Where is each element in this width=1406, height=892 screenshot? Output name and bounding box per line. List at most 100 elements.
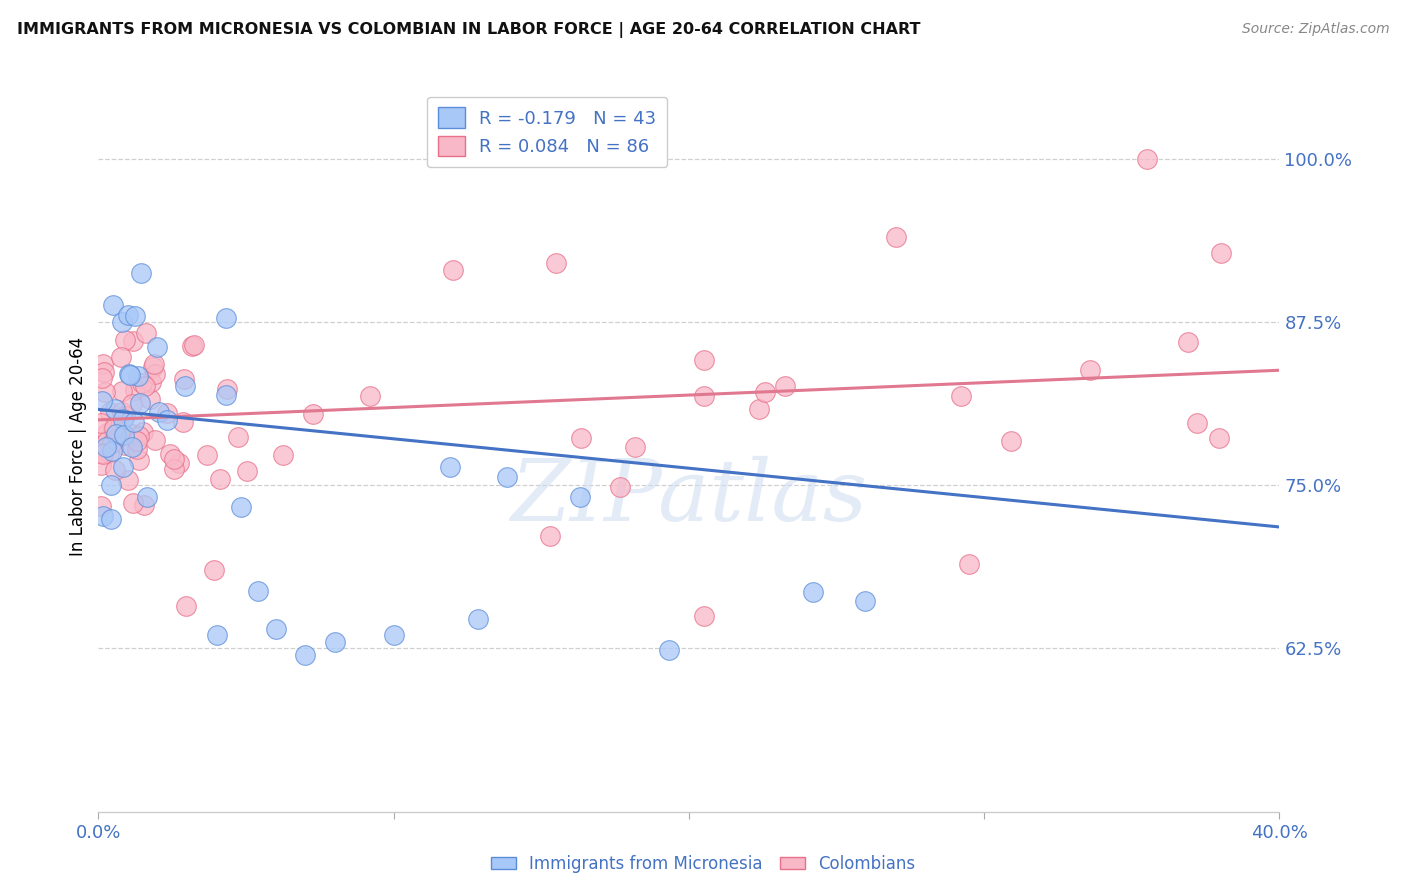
Point (97, 446, 120, 460)
Point (382, 628, 405, 642)
Point (121, 440, 143, 454)
Point (156, 406, 179, 420)
Point (105, 427, 128, 442)
Point (129, 266, 152, 280)
Point (108, 429, 131, 443)
Point (90, 446, 112, 460)
Point (114, 334, 136, 348)
Point (90, 416, 112, 430)
Point (264, 622, 287, 636)
Point (91, 447, 114, 461)
Point (174, 378, 197, 392)
Point (128, 429, 150, 443)
Point (98, 405, 121, 419)
Point (172, 415, 194, 429)
Point (132, 425, 155, 439)
Point (229, 500, 252, 514)
Point (1000, 434, 1022, 448)
Point (121, 496, 143, 510)
Point (124, 383, 146, 397)
Point (439, 460, 461, 475)
Point (226, 430, 249, 444)
Point (121, 427, 143, 442)
Point (215, 311, 238, 326)
Point (124, 416, 146, 430)
Point (91, 509, 114, 524)
Point (142, 360, 165, 375)
Point (104, 463, 127, 477)
Point (148, 405, 170, 419)
Point (215, 388, 238, 402)
Point (215, 382, 238, 396)
Point (748, 402, 770, 417)
Point (127, 368, 149, 383)
Point (94, 440, 117, 454)
Point (208, 472, 231, 486)
Point (624, 441, 647, 455)
Point (101, 435, 124, 450)
Point (134, 378, 156, 392)
Point (294, 648, 316, 662)
Point (692, 389, 714, 403)
Text: Source: ZipAtlas.com: Source: ZipAtlas.com (1241, 22, 1389, 37)
Point (117, 473, 139, 487)
Point (132, 499, 155, 513)
Point (135, 326, 157, 341)
Legend: R = -0.179   N = 43, R = 0.084   N = 86: R = -0.179 N = 43, R = 0.084 N = 86 (427, 96, 668, 167)
Point (146, 340, 169, 354)
Point (120, 368, 142, 383)
Point (609, 480, 631, 494)
Point (853, 593, 876, 607)
Point (112, 428, 135, 442)
Point (693, 608, 716, 623)
Point (103, 420, 125, 434)
Point (538, 528, 561, 542)
Point (1136, 152, 1159, 166)
Point (156, 413, 179, 427)
Point (145, 367, 167, 381)
Point (569, 431, 592, 445)
Point (569, 490, 592, 504)
Point (110, 384, 132, 398)
Point (111, 315, 134, 329)
Point (90, 458, 112, 473)
Point (301, 407, 323, 421)
Point (1208, 431, 1230, 445)
Point (101, 422, 124, 436)
Point (173, 372, 195, 386)
Text: IMMIGRANTS FROM MICRONESIA VS COLOMBIAN IN LABOR FORCE | AGE 20-64 CORRELATION C: IMMIGRANTS FROM MICRONESIA VS COLOMBIAN … (17, 22, 921, 38)
Point (117, 309, 139, 323)
Point (93, 385, 115, 400)
Point (169, 456, 191, 470)
Point (163, 462, 186, 476)
Point (125, 442, 148, 456)
Point (754, 384, 776, 399)
Point (959, 557, 981, 571)
Point (114, 438, 136, 452)
Point (121, 397, 143, 411)
Point (121, 334, 143, 348)
Point (112, 460, 135, 475)
Point (136, 490, 159, 504)
Point (145, 434, 167, 448)
Point (235, 464, 257, 478)
Point (950, 389, 973, 403)
Point (202, 563, 225, 577)
Point (110, 351, 132, 365)
Point (131, 376, 153, 390)
Point (271, 449, 294, 463)
Point (125, 434, 148, 448)
Point (495, 470, 517, 484)
Point (101, 443, 124, 458)
Point (143, 357, 166, 371)
Point (100, 512, 122, 526)
Point (114, 409, 136, 423)
Point (1177, 335, 1199, 350)
Point (183, 338, 205, 352)
Point (803, 584, 825, 599)
Point (118, 367, 141, 381)
Point (100, 478, 122, 492)
Point (195, 448, 218, 462)
Point (163, 451, 186, 466)
Point (174, 599, 197, 614)
